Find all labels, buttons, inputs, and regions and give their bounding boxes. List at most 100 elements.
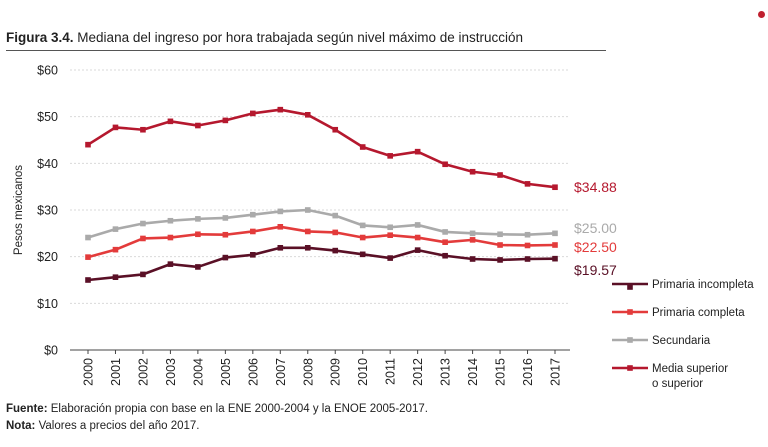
data-point xyxy=(112,274,119,280)
data-point xyxy=(195,231,201,238)
data-point xyxy=(387,224,393,231)
data-point xyxy=(469,256,476,262)
x-tick-label: 2009 xyxy=(329,358,343,386)
data-point xyxy=(222,117,229,124)
y-tick-label: $10 xyxy=(37,297,58,311)
data-point xyxy=(414,247,421,253)
data-point xyxy=(112,246,119,253)
legend-label: o superior xyxy=(652,378,703,390)
end-value-label: $22.50 xyxy=(574,239,617,255)
series-line xyxy=(87,246,556,282)
x-tick-label: 2011 xyxy=(384,358,398,385)
data-point xyxy=(359,234,366,241)
data-point xyxy=(140,220,146,227)
x-tick-label: 2016 xyxy=(521,358,535,386)
data-point xyxy=(414,148,421,155)
x-tick-label: 2014 xyxy=(466,358,480,386)
legend-swatch-marker xyxy=(627,337,633,343)
data-point xyxy=(112,124,119,131)
end-value-label: $34.88 xyxy=(574,179,617,195)
data-point xyxy=(304,245,311,251)
data-point xyxy=(250,211,256,218)
x-tick-label: 2010 xyxy=(356,358,370,386)
data-point xyxy=(332,212,339,219)
data-point xyxy=(85,234,91,241)
y-tick-label: $50 xyxy=(37,110,58,124)
x-tick-label: 2001 xyxy=(109,358,123,386)
data-point xyxy=(387,232,393,238)
data-point xyxy=(442,239,448,245)
figure-label: Figura 3.4. xyxy=(6,30,74,45)
line-chart: $0 $10 $20 $30 $40 $50 $60 Pesos mexicanos 2000 2… xyxy=(13,64,754,391)
data-point xyxy=(222,231,229,238)
source-label: Fuente: xyxy=(6,403,48,415)
source-line: Fuente: Elaboración propia con base en l… xyxy=(6,401,706,418)
data-point xyxy=(524,231,531,238)
data-point xyxy=(140,126,146,133)
x-tick-label: 2005 xyxy=(219,358,233,386)
data-point xyxy=(387,255,393,261)
data-point xyxy=(85,277,91,283)
data-point xyxy=(442,229,448,235)
note-label: Nota: xyxy=(6,420,36,432)
data-point xyxy=(524,181,531,187)
series-line xyxy=(87,208,556,239)
data-point xyxy=(250,228,256,235)
x-tick-label: 2003 xyxy=(164,358,178,386)
data-point xyxy=(442,161,448,168)
data-point xyxy=(469,168,476,175)
data-point xyxy=(277,208,284,215)
legend-label: Primaria completa xyxy=(652,307,745,319)
x-tick-label: 2002 xyxy=(136,358,150,386)
data-point xyxy=(497,172,503,178)
data-point xyxy=(167,118,174,125)
x-tick-label: 2008 xyxy=(301,358,315,386)
data-point xyxy=(222,215,229,221)
data-point xyxy=(469,237,476,243)
data-point xyxy=(442,252,448,259)
x-tick-label: 2000 xyxy=(82,358,96,386)
corner-dot xyxy=(758,11,765,18)
series-line xyxy=(87,108,556,189)
data-point xyxy=(167,217,174,224)
legend-swatch-marker xyxy=(627,284,633,290)
data-point xyxy=(250,110,256,117)
data-point xyxy=(359,251,366,258)
x-tick-label: 2015 xyxy=(494,358,508,386)
legend-swatch-marker xyxy=(627,365,633,371)
figure-title: Figura 3.4. Mediana del ingreso por hora… xyxy=(6,26,606,51)
x-tick-label: 2013 xyxy=(439,358,453,386)
data-point xyxy=(250,252,256,258)
data-point xyxy=(332,229,339,236)
data-point xyxy=(112,226,119,232)
data-point xyxy=(195,216,201,222)
y-tick-label: $40 xyxy=(37,157,58,171)
x-tick-label: 2012 xyxy=(411,358,425,386)
x-tick-label: 2007 xyxy=(274,358,288,386)
data-point xyxy=(469,230,476,237)
data-point xyxy=(167,261,174,267)
figure-title-text: Mediana del ingreso por hora trabajada s… xyxy=(77,30,524,45)
data-point xyxy=(524,242,531,249)
data-point xyxy=(140,235,146,242)
figure-footer: Fuente: Elaboración propia con base en l… xyxy=(6,401,706,435)
data-point xyxy=(140,271,146,278)
data-point xyxy=(304,112,311,118)
data-point xyxy=(277,224,284,230)
data-point xyxy=(222,254,229,261)
data-point xyxy=(195,122,201,129)
legend-swatch-marker xyxy=(627,309,633,315)
legend-label: Media superior xyxy=(652,363,728,375)
data-point xyxy=(304,207,311,213)
x-tick-label: 2017 xyxy=(549,358,563,386)
x-tick-label: 2006 xyxy=(246,358,260,386)
data-point xyxy=(304,228,311,235)
data-point xyxy=(552,230,558,237)
end-value-label: $19.57 xyxy=(574,262,617,278)
data-point xyxy=(359,222,366,229)
y-tick-label: $0 xyxy=(44,344,58,358)
note-text: Valores a precios del año 2017. xyxy=(38,420,200,432)
data-point xyxy=(497,231,503,238)
data-point xyxy=(332,126,339,133)
y-tick-label: $30 xyxy=(37,204,58,218)
